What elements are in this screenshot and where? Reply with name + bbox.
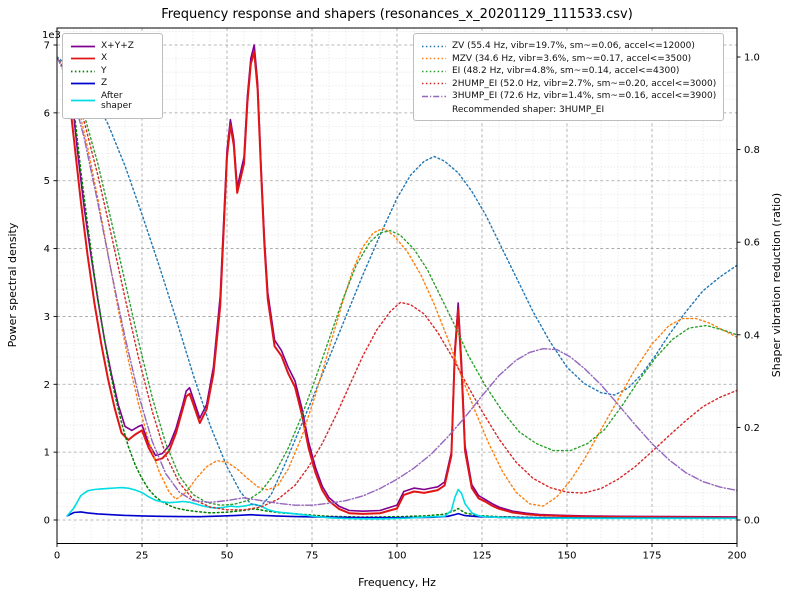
series-group (57, 44, 737, 520)
legend-label: Z (101, 78, 108, 89)
legend-line-After-shaper (71, 99, 95, 102)
legend-label: After shaper (101, 90, 132, 111)
y-right-tick-label: 0.2 (744, 423, 760, 434)
y-right-tick-label: 1.0 (744, 53, 760, 64)
legend-item-Z: Z (70, 78, 155, 89)
chart-title: Frequency response and shapers (resonanc… (161, 7, 633, 22)
legend-item-3HUMP_EI: 3HUMP_EI (72.6 Hz, vibr=1.4%, sm~=0.16, … (421, 91, 716, 102)
shaper-legend: ZV (55.4 Hz, vibr=19.7%, sm~=0.06, accel… (413, 33, 725, 121)
y-left-offset-text: 1e3 (42, 30, 61, 41)
legend-item-X: X (70, 53, 155, 64)
x-axis-label: Frequency, Hz (358, 576, 436, 589)
legend-label: Y (101, 65, 107, 76)
legend-line-MZV (422, 57, 446, 60)
legend-item-X+Y+Z: X+Y+Z (70, 41, 155, 52)
legend-label: MZV (34.6 Hz, vibr=3.6%, sm~=0.17, accel… (452, 53, 692, 64)
legend-line-X (71, 57, 95, 60)
x-tick-label: 25 (136, 551, 149, 562)
y-right-tick-label: 0.6 (744, 238, 760, 249)
x-tick-label: 150 (557, 551, 576, 562)
legend-item-EI: EI (48.2 Hz, vibr=4.8%, sm~=0.14, accel<… (421, 66, 716, 77)
series-MZV (57, 56, 737, 507)
legend-label: X (101, 53, 108, 64)
series-After-shaper (66, 486, 737, 520)
legend-line-Y (71, 70, 95, 72)
psd-legend: X+Y+Z X Y Z After shaper (62, 33, 163, 119)
legend-line-3HUMP_EI (422, 95, 446, 97)
legend-item-2HUMP_EI: 2HUMP_EI (52.0 Hz, vibr=2.7%, sm~=0.20, … (421, 78, 716, 89)
x-tick-label: 175 (642, 551, 661, 562)
y-right-tick-label: 0.8 (744, 145, 760, 156)
y-left-tick-label: 3 (44, 312, 50, 323)
x-tick-label: 125 (472, 551, 491, 562)
legend-line-Z (71, 82, 95, 85)
psd-legend-rows: X+Y+Z X Y Z After shaper (70, 41, 155, 112)
legend-line-ZV (422, 45, 446, 47)
legend-item-Y: Y (70, 66, 155, 77)
legend-label: 3HUMP_EI (72.6 Hz, vibr=1.4%, sm~=0.16, … (452, 91, 717, 101)
y-right-tick-label: 0.0 (744, 516, 760, 527)
series-ZV (57, 56, 737, 507)
x-tick-label: 50 (221, 551, 234, 562)
legend-line-2HUMP_EI (422, 82, 446, 85)
y-left-tick-label: 2 (44, 380, 50, 391)
x-tick-label: 75 (306, 551, 319, 562)
recommended-shaper-text: Recommended shaper: 3HUMP_EI (452, 104, 605, 115)
x-tick-label: 100 (387, 551, 406, 562)
series-Z (66, 511, 737, 520)
legend-line-EI (422, 70, 446, 72)
y-left-tick-label: 0 (44, 516, 50, 527)
y-left-tick-label: 5 (44, 176, 50, 187)
legend-line-X+Y+Z (71, 45, 95, 47)
series-2HUMP_EI (57, 56, 737, 511)
x-tick-label: 0 (54, 551, 60, 562)
y-left-tick-label: 4 (44, 244, 50, 255)
series-Y (66, 68, 737, 519)
legend-label: 2HUMP_EI (52.0 Hz, vibr=2.7%, sm~=0.20, … (452, 78, 717, 89)
series-X (66, 50, 737, 519)
y-left-tick-label: 6 (44, 108, 50, 119)
y-right-axis-label: Shaper vibration reduction (ratio) (770, 193, 783, 377)
legend-label: EI (48.2 Hz, vibr=4.8%, sm~=0.14, accel<… (452, 66, 680, 76)
series-3HUMP_EI (57, 56, 737, 506)
shaper-legend-rows: ZV (55.4 Hz, vibr=19.7%, sm~=0.06, accel… (421, 41, 716, 102)
y-right-tick-label: 0.4 (744, 330, 760, 341)
x-tick-label: 200 (727, 551, 746, 562)
legend-item-After-shaper: After shaper (70, 91, 155, 112)
legend-item-MZV: MZV (34.6 Hz, vibr=3.6%, sm~=0.17, accel… (421, 53, 716, 64)
legend-item-ZV: ZV (55.4 Hz, vibr=19.7%, sm~=0.06, accel… (421, 41, 716, 52)
legend-label: X+Y+Z (101, 40, 134, 51)
y-left-tick-label: 7 (44, 41, 50, 52)
y-left-axis-label: Power spectral density (6, 222, 19, 347)
legend-label: ZV (55.4 Hz, vibr=19.7%, sm~=0.06, accel… (452, 41, 695, 51)
y-left-tick-label: 1 (44, 448, 50, 459)
axis-ticks: 0 25 50 75 100 125 150 175 200 0 1 2 3 4 5 6 7 0.0 0.2 0.4 0… (44, 41, 760, 562)
series-EI (57, 56, 737, 506)
